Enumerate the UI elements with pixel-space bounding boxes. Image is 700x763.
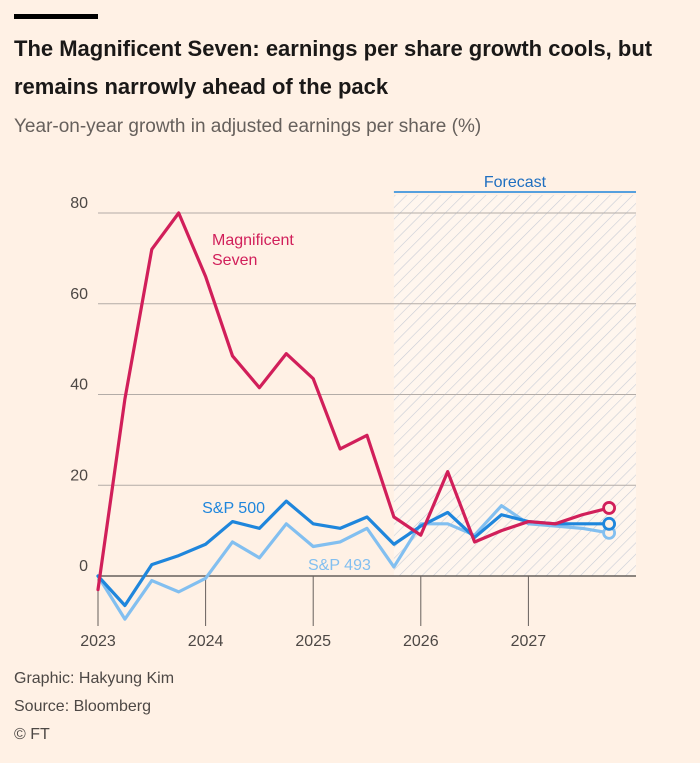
y-tick-label: 60 [70,286,88,303]
endpoint-marker [602,516,616,531]
chart-svg: Forecast 0 20 40 60 80 2023 2024 2025 2026 2027 M… [70,174,636,650]
y-tick-label: 0 [79,558,88,575]
series-label: S&P 500 [202,500,265,517]
footer-graphic-credit: Graphic: Hakyung Kim [14,670,175,687]
footer-source: Source: Bloomberg [14,698,151,715]
y-tick-label: 20 [70,467,88,484]
forecast-label: Forecast [484,174,547,191]
x-tick-label: 2027 [511,633,547,650]
series-line-magnificent-seven [96,211,611,592]
x-tick-label: 2023 [80,633,116,650]
y-tick-label: 40 [70,377,88,394]
chart-title: The Magnificent Seven: earnings per shar… [14,36,653,99]
x-tick-label: 2025 [295,633,331,650]
y-tick-label: 80 [70,195,88,212]
series-line-s-p-500 [96,499,611,608]
footer-copyright: © FT [14,726,50,743]
endpoint-marker [602,501,616,515]
series-label: S&P 493 [308,557,371,574]
x-tick-label: 2026 [403,633,439,650]
x-tick-label: 2024 [188,633,224,650]
series-label: Magnificent Seven [212,232,294,269]
ft-top-rule [14,14,98,19]
chart-subtitle: Year-on-year growth in adjusted earnings… [14,116,482,137]
